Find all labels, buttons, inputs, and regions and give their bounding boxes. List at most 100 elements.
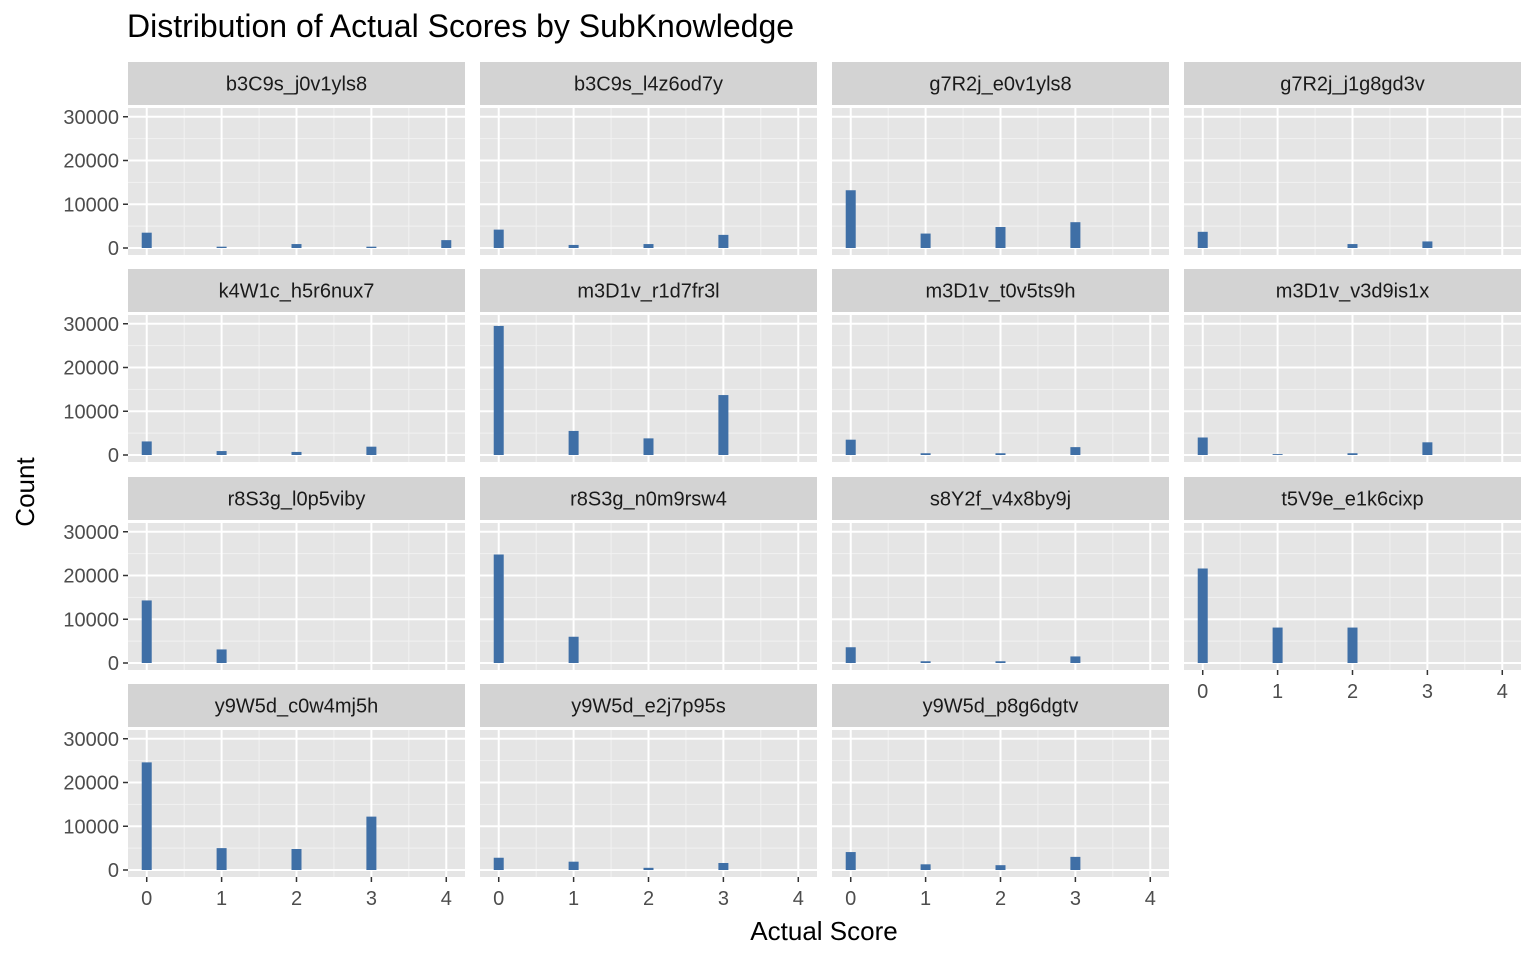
bar bbox=[216, 451, 227, 455]
facet-strip-label: r8S3g_n0m9rsw4 bbox=[570, 489, 727, 511]
bar bbox=[291, 849, 302, 870]
bar bbox=[1197, 568, 1208, 663]
x-tick-label: 4 bbox=[1497, 681, 1508, 703]
bar bbox=[920, 453, 931, 455]
facet-panel: r8S3g_n0m9rsw4 bbox=[480, 477, 817, 670]
bar bbox=[366, 816, 377, 870]
bar bbox=[441, 240, 452, 248]
bar bbox=[845, 647, 856, 663]
x-tick-label: 2 bbox=[643, 888, 654, 910]
bar bbox=[141, 762, 152, 870]
facet-strip-label: y9W5d_e2j7p95s bbox=[571, 696, 726, 718]
facet-strip bbox=[128, 62, 465, 105]
y-tick-label: 20000 bbox=[63, 773, 119, 795]
facet-strip bbox=[480, 269, 817, 312]
bar bbox=[141, 441, 152, 455]
bar bbox=[643, 244, 654, 248]
bar bbox=[493, 229, 504, 248]
facet-strip bbox=[480, 477, 817, 520]
facet-strip-label: m3D1v_v3d9is1x bbox=[1276, 281, 1429, 303]
bar bbox=[845, 852, 856, 870]
chart-title: Distribution of Actual Scores by SubKnow… bbox=[127, 8, 795, 44]
facet-strip bbox=[128, 477, 465, 520]
bar bbox=[216, 649, 227, 663]
bar bbox=[845, 190, 856, 248]
bar bbox=[366, 446, 377, 455]
bar bbox=[1070, 856, 1081, 870]
facet-strip-label: g7R2j_j1g8gd3v bbox=[1280, 74, 1425, 96]
y-tick-label: 30000 bbox=[63, 107, 119, 129]
facet-panel: y9W5d_e2j7p95s 0 1 2 3 4 bbox=[480, 684, 817, 910]
facet-strip-label: b3C9s_j0v1yls8 bbox=[226, 74, 367, 96]
bar bbox=[1070, 447, 1081, 455]
facet-strip-label: b3C9s_l4z6od7y bbox=[574, 74, 723, 96]
bar bbox=[920, 661, 931, 663]
y-tick-label: 10000 bbox=[63, 609, 119, 631]
bar bbox=[643, 438, 654, 455]
facet-strip bbox=[128, 684, 465, 727]
bar bbox=[1272, 627, 1283, 663]
facet-strip bbox=[1184, 477, 1521, 520]
facet-strip-label: r8S3g_l0p5viby bbox=[228, 489, 366, 511]
x-tick-label: 3 bbox=[1070, 888, 1081, 910]
facet-strip-label: g7R2j_e0v1yls8 bbox=[929, 74, 1071, 96]
facet-panel: s8Y2f_v4x8by9j bbox=[832, 477, 1169, 670]
bar bbox=[1347, 244, 1358, 248]
bar bbox=[568, 244, 579, 248]
x-tick-label: 1 bbox=[1272, 681, 1283, 703]
y-tick-label: 10000 bbox=[63, 401, 119, 423]
bar bbox=[1422, 241, 1433, 248]
x-tick-label: 4 bbox=[441, 888, 452, 910]
facet-panel: b3C9s_j0v1yls8 0 10000 20000 30000 bbox=[63, 62, 465, 260]
bar bbox=[1347, 453, 1358, 455]
facet-strip-label: y9W5d_p8g6dgtv bbox=[923, 696, 1079, 718]
bar bbox=[1197, 231, 1208, 248]
facet-panel: g7R2j_e0v1yls8 bbox=[832, 62, 1169, 255]
x-tick-label: 4 bbox=[793, 888, 804, 910]
facet-strip bbox=[128, 269, 465, 312]
x-tick-label: 3 bbox=[366, 888, 377, 910]
facet-strip-label: s8Y2f_v4x8by9j bbox=[930, 489, 1071, 511]
facet-strip-label: m3D1v_t0v5ts9h bbox=[925, 281, 1075, 303]
x-tick-label: 4 bbox=[1145, 888, 1156, 910]
bar bbox=[568, 430, 579, 455]
facet-strip bbox=[1184, 62, 1521, 105]
bar bbox=[1272, 454, 1283, 455]
x-tick-label: 0 bbox=[1197, 681, 1208, 703]
x-tick-label: 1 bbox=[216, 888, 227, 910]
facet-panel: t5V9e_e1k6cixp 0 1 2 3 4 bbox=[1184, 477, 1521, 703]
x-axis-title: Actual Score bbox=[750, 916, 897, 946]
bar bbox=[995, 865, 1006, 870]
facet-strip bbox=[480, 684, 817, 727]
bar bbox=[1347, 627, 1358, 663]
y-axis-title: Count bbox=[10, 457, 40, 527]
x-tick-label: 0 bbox=[493, 888, 504, 910]
facet-panel: b3C9s_l4z6od7y bbox=[480, 62, 817, 255]
bar bbox=[920, 233, 931, 248]
bar bbox=[366, 246, 377, 248]
facet-strip bbox=[832, 684, 1169, 727]
x-tick-label: 1 bbox=[920, 888, 931, 910]
facet-strip bbox=[480, 62, 817, 105]
bar bbox=[718, 863, 729, 870]
facet-panel: y9W5d_p8g6dgtv 0 1 2 3 4 bbox=[832, 684, 1169, 910]
bar bbox=[141, 232, 152, 248]
bar bbox=[995, 453, 1006, 455]
bar bbox=[995, 661, 1006, 663]
y-tick-label: 30000 bbox=[63, 314, 119, 336]
facet-panel: m3D1v_v3d9is1x bbox=[1184, 269, 1521, 462]
bar bbox=[1422, 442, 1433, 455]
bar bbox=[141, 600, 152, 663]
y-tick-label: 0 bbox=[108, 238, 119, 260]
bar bbox=[568, 636, 579, 663]
facet-panel: r8S3g_l0p5viby 0 10000 20000 30000 bbox=[63, 477, 465, 675]
bar bbox=[493, 554, 504, 663]
x-tick-label: 0 bbox=[845, 888, 856, 910]
bar bbox=[568, 861, 579, 870]
bar bbox=[291, 244, 302, 248]
bar bbox=[1070, 656, 1081, 663]
y-tick-label: 20000 bbox=[63, 566, 119, 588]
bar bbox=[718, 234, 729, 248]
bar bbox=[718, 395, 729, 455]
facet-strip-label: y9W5d_c0w4mj5h bbox=[215, 696, 378, 718]
